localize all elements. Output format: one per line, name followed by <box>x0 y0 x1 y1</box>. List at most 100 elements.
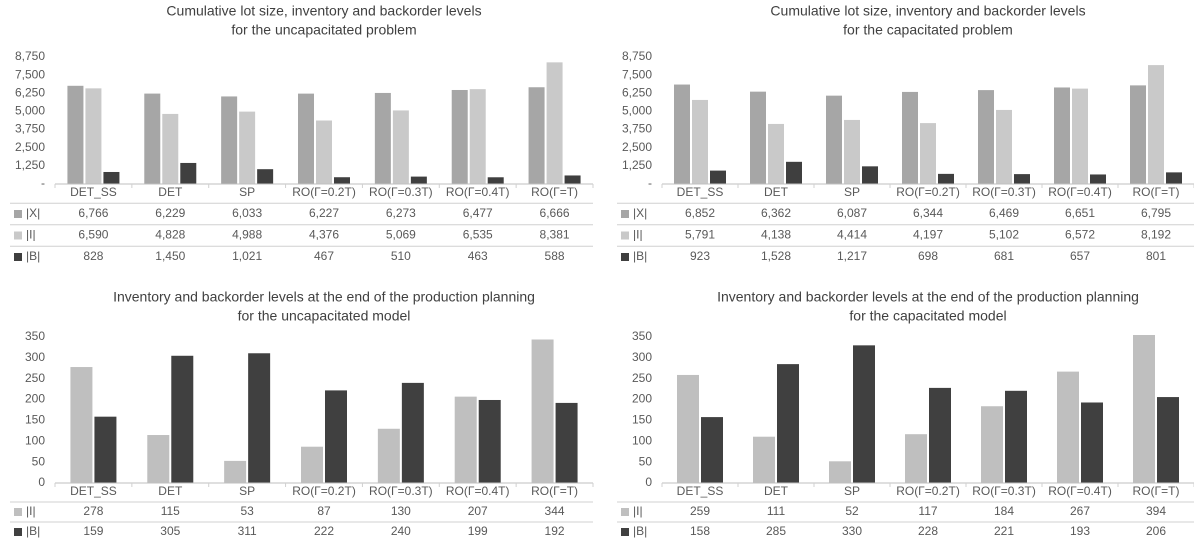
y-tick-label: 200 <box>632 392 652 406</box>
legend-label: |X| <box>26 206 40 220</box>
bar <box>1133 335 1155 483</box>
bar <box>144 93 161 184</box>
data-label: 6,362 <box>761 206 791 220</box>
chart-subtitle: for the uncapacitated model <box>238 308 411 324</box>
x-tick-label: RO(Γ=T) <box>1133 185 1180 199</box>
bar <box>334 177 350 184</box>
data-label: 6,033 <box>232 206 262 220</box>
x-tick-label: RO(Γ=0.2T) <box>896 185 960 199</box>
bar <box>85 88 102 184</box>
bar <box>786 161 802 184</box>
bar <box>301 446 323 483</box>
bar <box>853 345 875 483</box>
data-label: 222 <box>314 524 334 538</box>
data-label: 6,273 <box>386 206 416 220</box>
chart-title: Cumulative lot size, inventory and backo… <box>166 3 481 19</box>
bar <box>1157 397 1179 483</box>
legend-label: |X| <box>633 206 647 220</box>
bar <box>768 123 784 184</box>
data-label: 6,344 <box>913 206 943 220</box>
y-tick-label: 7,500 <box>622 67 652 81</box>
legend-label: |I| <box>633 228 643 242</box>
y-tick-label: 6,250 <box>622 85 652 99</box>
x-tick-label: DET <box>764 484 789 498</box>
legend-swatch <box>621 528 629 536</box>
data-label: 6,590 <box>78 228 108 242</box>
bar <box>94 416 117 483</box>
bar <box>555 402 578 483</box>
legend-label: |I| <box>633 504 643 518</box>
data-label: 4,414 <box>837 228 867 242</box>
data-label: 4,376 <box>309 228 339 242</box>
y-tick-label: 8,750 <box>622 49 652 63</box>
data-label: 657 <box>1070 249 1090 263</box>
bar <box>531 339 554 483</box>
bar <box>710 170 726 184</box>
data-label: 240 <box>391 524 411 538</box>
data-label: 111 <box>767 504 786 518</box>
chart-subtitle: for the capacitated model <box>849 308 1006 324</box>
y-tick-label: 100 <box>25 433 45 447</box>
bar <box>1005 390 1027 483</box>
bar <box>862 166 878 184</box>
y-tick-label: 1,250 <box>622 158 652 172</box>
y-tick-label: 2,500 <box>15 140 45 154</box>
bar <box>1072 88 1088 184</box>
data-label: 4,828 <box>155 228 185 242</box>
bar <box>239 111 256 184</box>
bar <box>844 119 860 184</box>
y-tick-label: 1,250 <box>15 158 45 172</box>
data-label: 52 <box>845 504 859 518</box>
data-label: 1,528 <box>761 249 791 263</box>
bar <box>377 428 400 483</box>
bar <box>938 173 954 184</box>
bar <box>316 120 332 184</box>
data-label: 311 <box>238 524 257 538</box>
x-tick-label: RO(Γ=0.4T) <box>1048 484 1112 498</box>
legend-swatch <box>14 508 22 516</box>
data-label: 6,227 <box>309 206 339 220</box>
x-tick-label: SP <box>239 484 255 498</box>
data-label: 259 <box>690 504 710 518</box>
y-tick-label: 50 <box>639 454 653 468</box>
bar <box>392 110 409 184</box>
data-label: 828 <box>83 249 103 263</box>
x-tick-label: RO(Γ=0.4T) <box>446 185 510 199</box>
x-tick-label: DET_SS <box>70 185 117 199</box>
bar <box>546 62 563 184</box>
data-label: 159 <box>83 524 103 538</box>
data-label: 467 <box>314 249 334 263</box>
y-tick-label: - <box>41 176 45 190</box>
legend-swatch <box>14 253 22 261</box>
x-tick-label: DET_SS <box>677 484 724 498</box>
bar <box>224 460 247 483</box>
bar <box>147 435 170 483</box>
data-label: 6,477 <box>463 206 493 220</box>
y-tick-label: 100 <box>632 433 652 447</box>
data-label: 8,192 <box>1141 228 1171 242</box>
y-tick-label: 2,500 <box>622 140 652 154</box>
legend-label: |B| <box>26 524 40 538</box>
data-label: 199 <box>468 524 488 538</box>
legend-label: |B| <box>633 524 647 538</box>
data-label: 192 <box>545 524 565 538</box>
data-label: 4,197 <box>913 228 943 242</box>
plot-area <box>674 65 1182 184</box>
data-label: 6,666 <box>540 206 570 220</box>
data-label: 588 <box>545 249 565 263</box>
data-label: 6,795 <box>1141 206 1171 220</box>
y-tick-label: 3,750 <box>622 122 652 136</box>
bar <box>171 355 194 483</box>
x-tick-label: DET <box>158 185 183 199</box>
y-tick-label: 300 <box>632 350 652 364</box>
bar <box>902 91 918 184</box>
data-label: 6,535 <box>463 228 493 242</box>
bar <box>70 367 93 483</box>
x-tick-label: RO(Γ=0.4T) <box>446 484 510 498</box>
x-tick-label: SP <box>844 484 860 498</box>
x-tick-label: RO(Γ=0.2T) <box>292 484 356 498</box>
legend-label: |I| <box>26 228 36 242</box>
x-tick-label: RO(Γ=0.2T) <box>292 185 356 199</box>
chart: Cumulative lot size, inventory and backo… <box>617 3 1194 263</box>
